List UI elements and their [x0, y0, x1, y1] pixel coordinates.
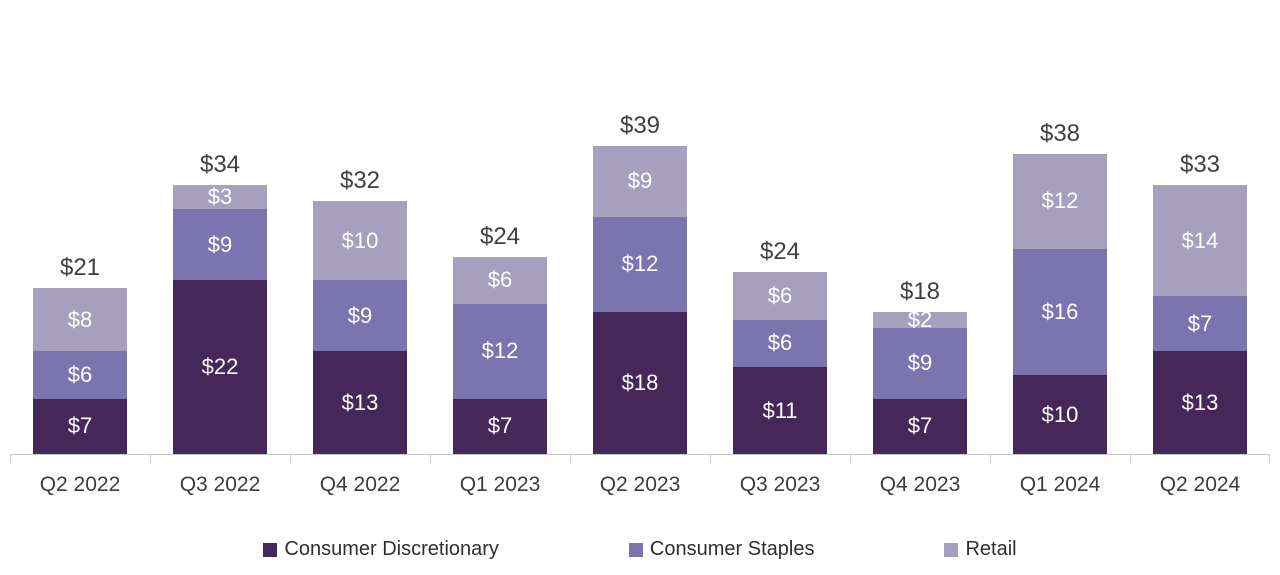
- bar-stack: $10 $9 $13: [313, 201, 407, 454]
- bar-column: $18 $2 $9 $7: [850, 278, 990, 454]
- total-label: $21: [59, 254, 101, 282]
- legend-item-consumer-discretionary: Consumer Discretionary: [263, 538, 499, 561]
- bar-column: $39 $9 $12 $18: [570, 112, 710, 454]
- x-axis-labels: Q2 2022 Q3 2022 Q4 2022 Q1 2023 Q2 2023 Q3 20…: [10, 473, 1270, 497]
- bar-segment-retail: $2: [873, 308, 967, 330]
- legend-label: Consumer Discretionary: [284, 538, 499, 560]
- bar-segment-consumer-staples: $9: [873, 327, 967, 399]
- legend-label: Retail: [965, 538, 1017, 560]
- total-label: $24: [759, 238, 801, 266]
- bar-segment-consumer-discretionary: $11: [733, 367, 827, 454]
- bar-segment-consumer-discretionary: $10: [1013, 375, 1107, 454]
- bar-segment-consumer-staples: $7: [1153, 296, 1247, 352]
- x-axis-ticks: [10, 455, 1270, 463]
- bar-segment-consumer-discretionary: $7: [873, 398, 967, 454]
- bar-segment-consumer-staples: $6: [33, 351, 127, 399]
- bar-segment-consumer-staples: $16: [1013, 248, 1107, 375]
- total-label: $18: [899, 277, 941, 305]
- x-axis-label: Q1 2023: [459, 473, 541, 496]
- bar-column: $34 $3 $9 $22: [150, 151, 290, 454]
- x-axis-label: Q2 2022: [39, 473, 121, 496]
- bar-segment-consumer-staples: $12: [453, 303, 547, 399]
- x-axis-label: Q2 2024: [1159, 473, 1241, 496]
- x-axis-label: Q4 2023: [879, 473, 961, 496]
- x-axis-label: Q4 2022: [319, 473, 401, 496]
- axis-tick: [10, 455, 150, 463]
- bar-column: $21 $8 $6 $7: [10, 254, 150, 454]
- bar-segment-consumer-discretionary: $13: [1153, 351, 1247, 454]
- plot-area: $21 $8 $6 $7 $34 $3 $9 $22 $32 $10 $9 $13 $24 $6 $12 $7…: [10, 0, 1270, 455]
- total-label: $34: [199, 151, 241, 179]
- axis-tick: [1130, 455, 1270, 463]
- total-label: $24: [479, 222, 521, 250]
- bar-stack: $6 $12 $7: [453, 256, 547, 454]
- bar-segment-consumer-staples: $12: [593, 217, 687, 312]
- bar-segment-retail: $12: [1013, 153, 1107, 249]
- total-label: $39: [619, 111, 661, 139]
- x-axis-label: Q1 2024: [1019, 473, 1101, 496]
- bar-stack: $12 $16 $10: [1013, 153, 1107, 454]
- bar-stack: $6 $6 $11: [733, 272, 827, 454]
- bar-segment-consumer-staples: $9: [313, 280, 407, 352]
- bar-segment-consumer-staples: $6: [733, 319, 827, 368]
- bar-stack: $3 $9 $22: [173, 185, 267, 454]
- x-axis-label: Q3 2022: [179, 473, 261, 496]
- bar-stack: $8 $6 $7: [33, 288, 127, 454]
- bar-segment-consumer-discretionary: $22: [173, 280, 267, 454]
- bar-segment-consumer-discretionary: $7: [453, 398, 547, 454]
- bar-segment-retail: $6: [733, 272, 827, 320]
- total-label: $33: [1179, 151, 1221, 179]
- bar-segment-consumer-discretionary: $18: [593, 311, 687, 454]
- bar-segment-consumer-discretionary: $7: [33, 398, 127, 454]
- bar-segment-retail: $14: [1153, 185, 1247, 297]
- x-axis-label: Q2 2023: [599, 473, 681, 496]
- legend: Consumer Discretionary Consumer Staples Re…: [0, 538, 1280, 561]
- axis-tick: [850, 455, 990, 463]
- total-label: $38: [1039, 119, 1081, 147]
- legend-swatch-icon: [944, 542, 959, 557]
- plot-wrap: $21 $8 $6 $7 $34 $3 $9 $22 $32 $10 $9 $13 $24 $6 $12 $7…: [10, 0, 1270, 497]
- axis-tick: [150, 455, 290, 463]
- legend-swatch-icon: [263, 542, 278, 557]
- axis-tick: [430, 455, 570, 463]
- bar-column: $24 $6 $6 $11: [710, 238, 850, 454]
- legend-swatch-icon: [628, 542, 643, 557]
- legend-item-retail: Retail: [944, 538, 1017, 561]
- axis-tick: [710, 455, 850, 463]
- bar-stack: $9 $12 $18: [593, 145, 687, 454]
- bar-column: $33 $14 $7 $13: [1130, 151, 1270, 454]
- bar-segment-retail: $6: [453, 256, 547, 304]
- legend-item-consumer-staples: Consumer Staples: [628, 538, 815, 561]
- bar-segment-retail: $10: [313, 201, 407, 281]
- x-axis-label: Q3 2023: [739, 473, 821, 496]
- bar-segment-retail: $9: [593, 145, 687, 218]
- axis-tick: [990, 455, 1130, 463]
- bar-segment-retail: $3: [173, 185, 267, 210]
- bar-column: $24 $6 $12 $7: [430, 223, 570, 454]
- axis-tick: [570, 455, 710, 463]
- bar-segment-consumer-discretionary: $13: [313, 351, 407, 454]
- legend-label: Consumer Staples: [649, 538, 815, 560]
- bar-column: $32 $10 $9 $13: [290, 167, 430, 454]
- bar-stack: $2 $9 $7: [873, 308, 967, 454]
- bar-segment-consumer-staples: $9: [173, 209, 267, 281]
- bar-stack: $14 $7 $13: [1153, 185, 1247, 454]
- axis-tick: [290, 455, 430, 463]
- bar-segment-retail: $8: [33, 288, 127, 352]
- bar-column: $38 $12 $16 $10: [990, 120, 1130, 454]
- total-label: $32: [339, 167, 381, 195]
